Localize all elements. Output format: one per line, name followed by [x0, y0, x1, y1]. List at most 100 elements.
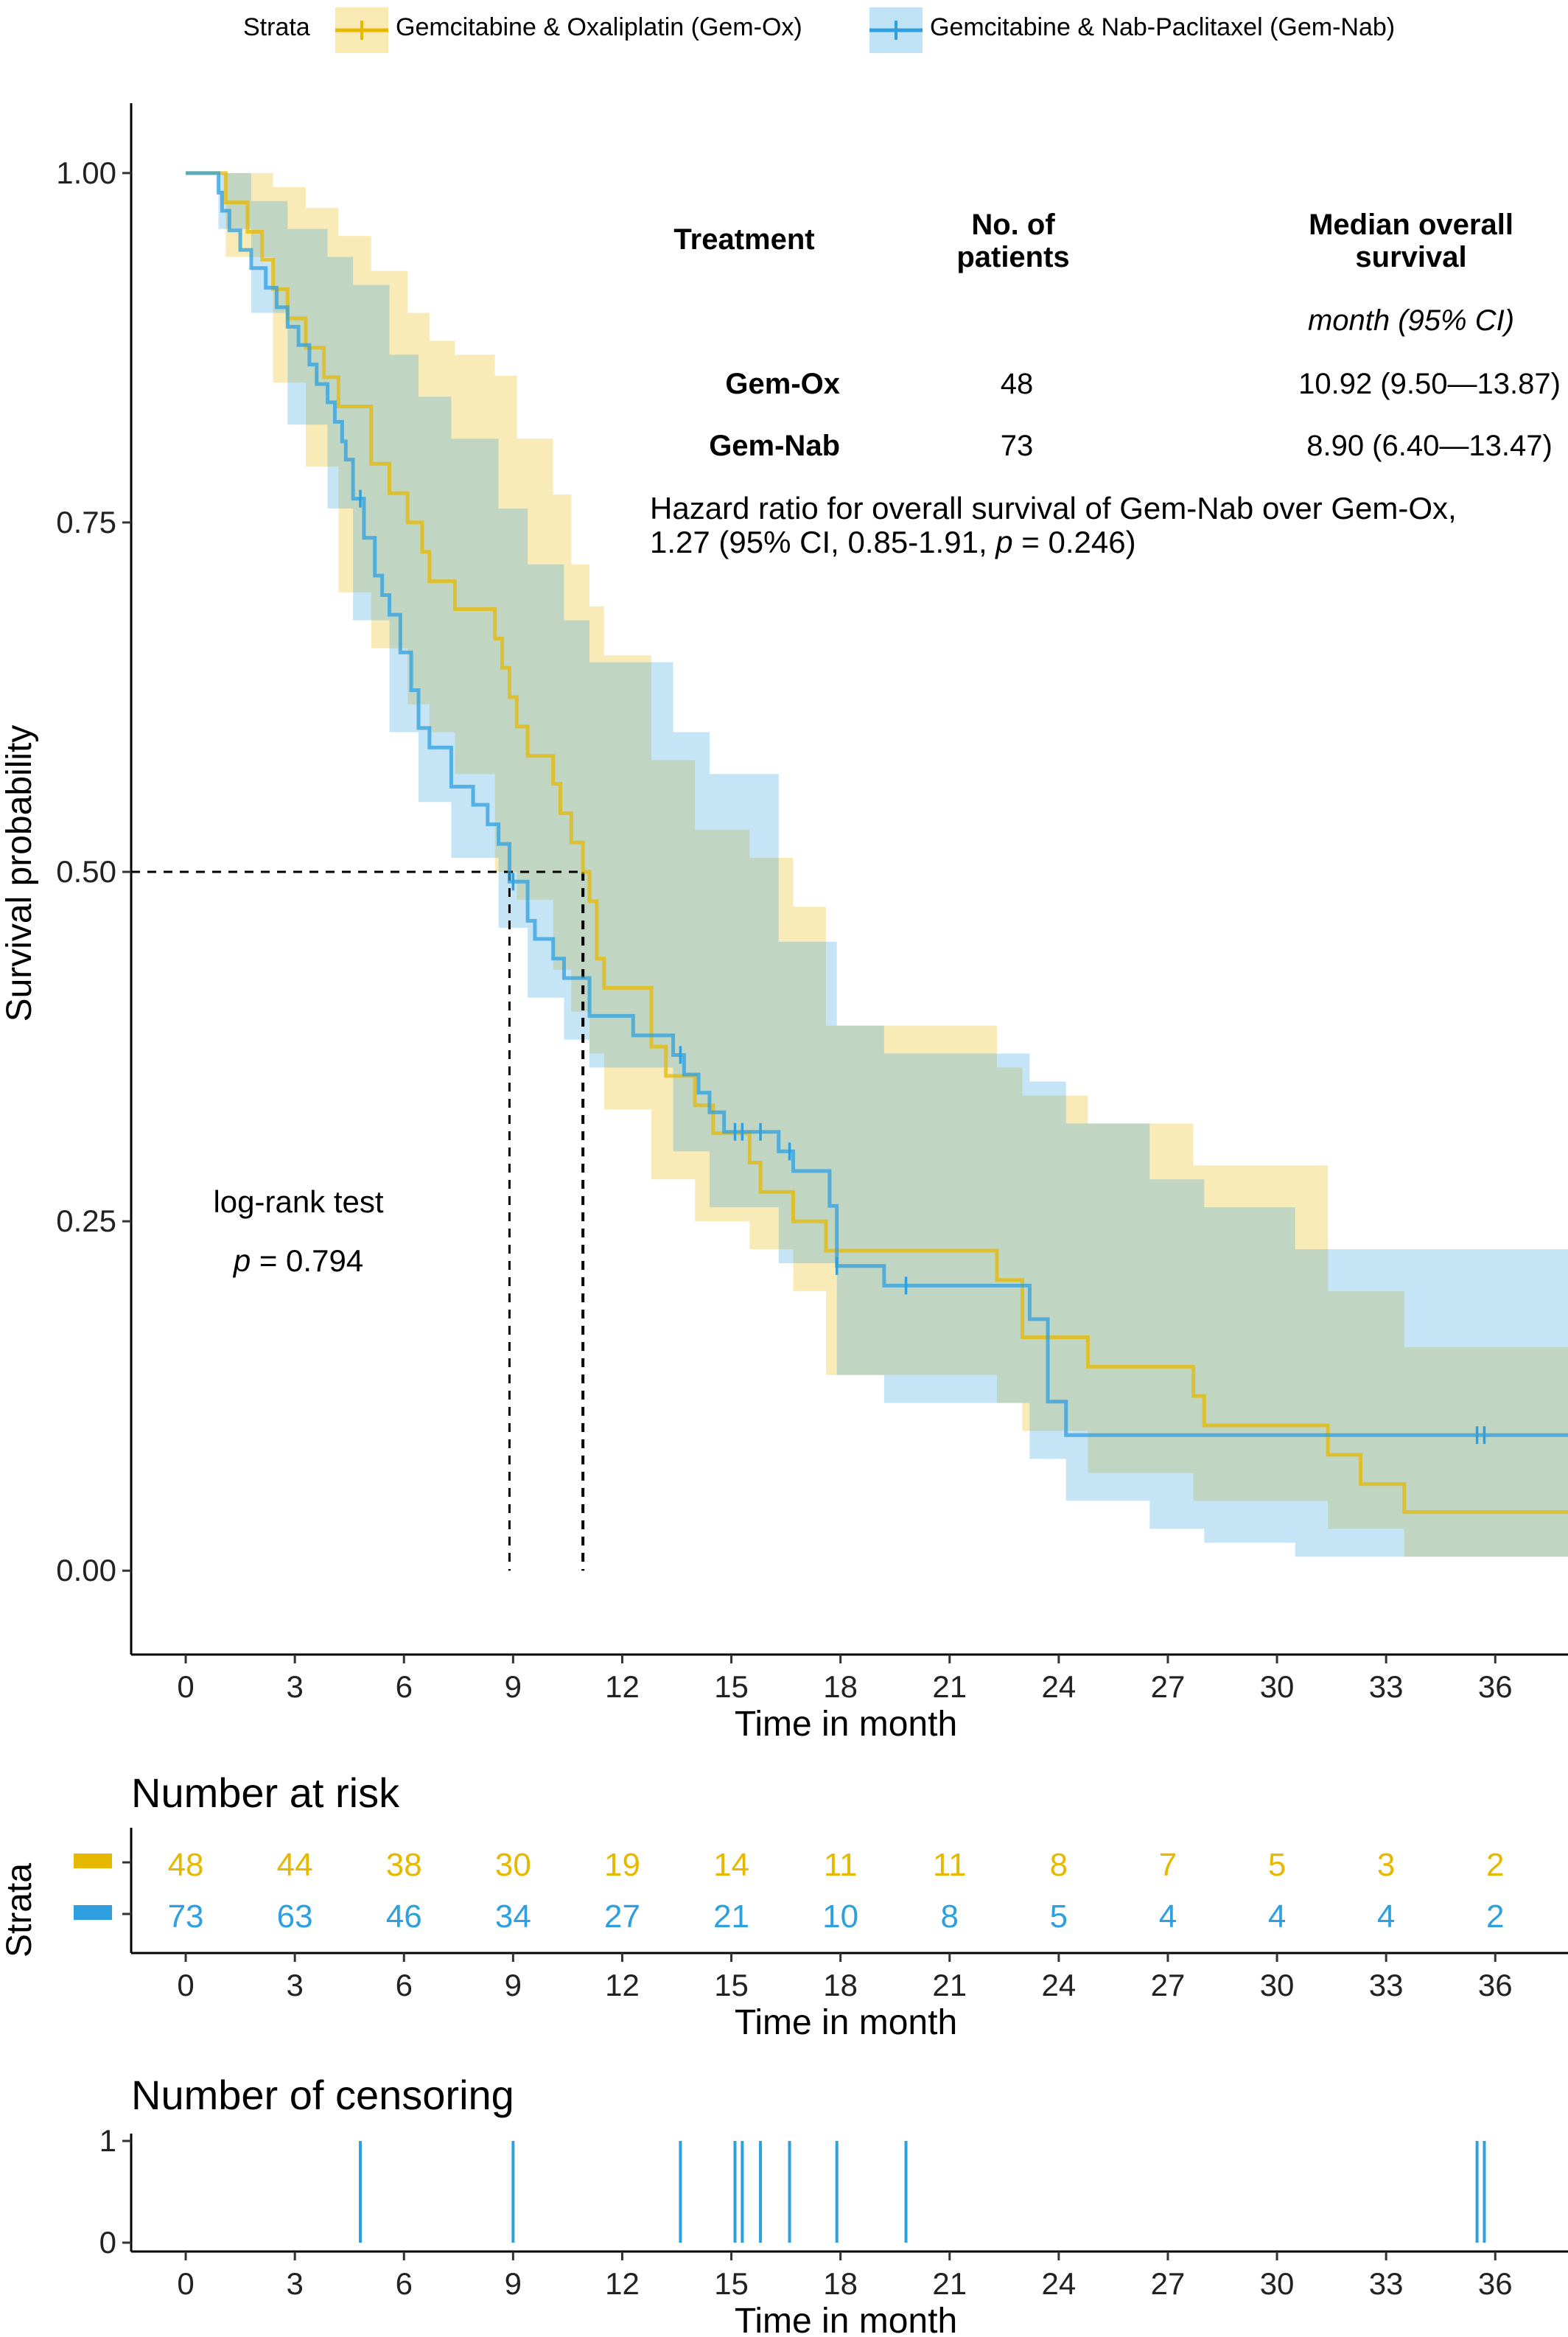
y-tick-label-4: 1.00 [56, 156, 116, 190]
ci-band-gem-ox [186, 172, 1568, 1557]
risk-value-gem-ox-9: 30 [495, 1847, 531, 1883]
x-tick-label-0: 0 [177, 1669, 194, 1704]
censoring-x-title: Time in month [735, 2302, 957, 2337]
hazard-ratio-line1: Hazard ratio for overall survival of Gem… [650, 491, 1457, 525]
legend-label-gem-ox: Gemcitabine & Oxaliplatin (Gem-Ox) [396, 13, 802, 41]
risk-value-gem-ox-24: 8 [1050, 1847, 1068, 1883]
km-censor-marks [359, 489, 1486, 1445]
censor-x-tick-label-4: 12 [605, 2266, 640, 2301]
censor-y-tick-label-1: 1 [99, 2123, 116, 2158]
risk-value-gem-ox-12: 19 [604, 1847, 640, 1883]
km-curve-gem-nab [186, 171, 1568, 1437]
risk-table-body: 48 44 38 30 19 14 11 11 8 7 5 3 273 63 46 34 27 21 10 8 5 4 4 4… [74, 1828, 1568, 2002]
censoring-plot: Number of censoring 010 3 6 9 12 15 18 21 24 27 30… [99, 2072, 1568, 2337]
censor-x-tick-label-9: 27 [1151, 2266, 1186, 2301]
censor-y-tick-label-0: 0 [99, 2225, 116, 2260]
risk-value-gem-nab-30: 4 [1268, 1898, 1286, 1935]
risk-value-gem-ox-18: 11 [824, 1847, 858, 1883]
risk-value-gem-nab-0: 73 [168, 1898, 204, 1935]
risk-x-tick-label-11: 33 [1369, 1968, 1404, 2002]
risk-value-gem-nab-12: 27 [604, 1898, 640, 1935]
y-axis-title: Survival probability [0, 725, 39, 1022]
km-axes: 0.000.250.500.751.000 3 6 9 12 15 18 21 24 27 30 33… [56, 103, 1568, 1704]
y-tick-label-2: 0.50 [56, 854, 116, 889]
median-lines [131, 870, 585, 1571]
table-row-gem-ox-median: 10.92 (9.50—13.87) [1298, 368, 1561, 400]
x-tick-label-6: 18 [823, 1669, 858, 1704]
risk-value-gem-nab-33: 4 [1377, 1898, 1395, 1935]
censoring-body: 010 3 6 9 12 15 18 21 24 27 30 33 36 [99, 2123, 1568, 2301]
risk-value-gem-ox-30: 5 [1268, 1847, 1286, 1883]
risk-value-gem-ox-15: 14 [713, 1847, 749, 1883]
risk-value-gem-nab-21: 8 [941, 1898, 959, 1935]
censor-x-tick-label-2: 6 [396, 2266, 413, 2301]
x-tick-label-9: 27 [1151, 1669, 1186, 1704]
risk-value-gem-ox-21: 11 [933, 1847, 967, 1883]
legend-key-gem-ox [335, 7, 388, 53]
risk-x-tick-label-12: 36 [1478, 1968, 1513, 2002]
hazard-ratio-line2: 1.27 (95% CI, 0.85-1.91, p = 0.246) [650, 525, 1136, 559]
table-head-median-line1: Median overall [1309, 209, 1513, 241]
y-tick-label-0: 0.00 [56, 1553, 116, 1587]
legend-key-gem-nab [869, 7, 923, 53]
censor-x-tick-label-10: 30 [1260, 2266, 1295, 2301]
x-tick-label-3: 9 [505, 1669, 522, 1704]
km-curves [186, 171, 1568, 1515]
risk-table-y-title: Strata [0, 1863, 39, 1957]
legend: Strata Gemcitabine & Oxaliplatin (Gem-Ox… [243, 7, 1395, 53]
censor-x-tick-label-0: 0 [177, 2266, 194, 2301]
risk-table: Number at risk Strata 48 44 38 30 19 14 11 11 8 7… [0, 1770, 1568, 2042]
risk-value-gem-ox-6: 38 [386, 1847, 422, 1883]
censoring-title: Number of censoring [131, 2072, 514, 2118]
risk-value-gem-nab-6: 46 [386, 1898, 422, 1935]
risk-value-gem-nab-27: 4 [1159, 1898, 1177, 1935]
risk-x-tick-label-8: 24 [1042, 1968, 1077, 2002]
censor-x-tick-label-5: 15 [714, 2266, 749, 2301]
table-head-treatment: Treatment [673, 223, 814, 256]
risk-x-tick-label-7: 21 [932, 1968, 967, 2002]
x-tick-label-11: 33 [1369, 1669, 1404, 1704]
risk-value-gem-nab-18: 10 [822, 1898, 858, 1935]
censor-x-tick-label-1: 3 [286, 2266, 303, 2301]
censor-x-tick-label-6: 18 [823, 2266, 858, 2301]
table-row-gem-ox-patients: 48 [1001, 368, 1034, 400]
risk-value-gem-nab-36: 2 [1486, 1898, 1504, 1935]
km-curve-gem-ox [186, 171, 1568, 1515]
risk-strata-key-gem-ox [74, 1854, 112, 1868]
x-tick-label-1: 3 [286, 1669, 303, 1704]
legend-title: Strata [243, 13, 310, 41]
risk-strata-key-gem-nab [74, 1905, 112, 1920]
table-head-median-line2: survival [1355, 241, 1466, 273]
censor-x-tick-label-12: 36 [1478, 2266, 1513, 2301]
legend-label-gem-nab: Gemcitabine & Nab-Paclitaxel (Gem-Nab) [930, 13, 1395, 41]
censor-x-tick-label-3: 9 [505, 2266, 522, 2301]
risk-value-gem-ox-27: 7 [1159, 1847, 1177, 1883]
x-tick-label-2: 6 [396, 1669, 413, 1704]
x-tick-label-10: 30 [1260, 1669, 1295, 1704]
risk-x-tick-label-5: 15 [714, 1968, 749, 2002]
risk-x-tick-label-9: 27 [1151, 1968, 1186, 2002]
x-tick-label-4: 12 [605, 1669, 640, 1704]
risk-value-gem-ox-36: 2 [1486, 1847, 1504, 1883]
x-tick-label-8: 24 [1042, 1669, 1077, 1704]
risk-x-tick-label-0: 0 [177, 1968, 194, 2002]
table-row-gem-nab-median: 8.90 (6.40—13.47) [1306, 430, 1553, 462]
y-tick-label-3: 0.75 [56, 505, 116, 539]
risk-x-tick-label-4: 12 [605, 1968, 640, 2002]
risk-value-gem-ox-33: 3 [1377, 1847, 1395, 1883]
risk-value-gem-nab-24: 5 [1050, 1898, 1068, 1935]
risk-x-tick-label-1: 3 [286, 1968, 303, 2002]
logrank-label: log-rank test [213, 1184, 383, 1219]
km-plot: 0.000.250.500.751.000 3 6 9 12 15 18 21 24 27 30 33… [0, 103, 1568, 1744]
table-head-patients-line2: patients [956, 241, 1069, 273]
table-row-gem-nab-treatment: Gem-Nab [709, 430, 840, 462]
risk-value-gem-nab-9: 34 [495, 1898, 531, 1935]
risk-x-tick-label-2: 6 [396, 1968, 413, 2002]
x-tick-label-7: 21 [932, 1669, 967, 1704]
ci-band-gem-nab [186, 172, 1568, 1557]
risk-table-x-title: Time in month [735, 2003, 957, 2042]
table-subhead: month (95% CI) [1308, 304, 1514, 337]
risk-table-title: Number at risk [131, 1770, 400, 1816]
x-tick-label-5: 15 [714, 1669, 749, 1704]
